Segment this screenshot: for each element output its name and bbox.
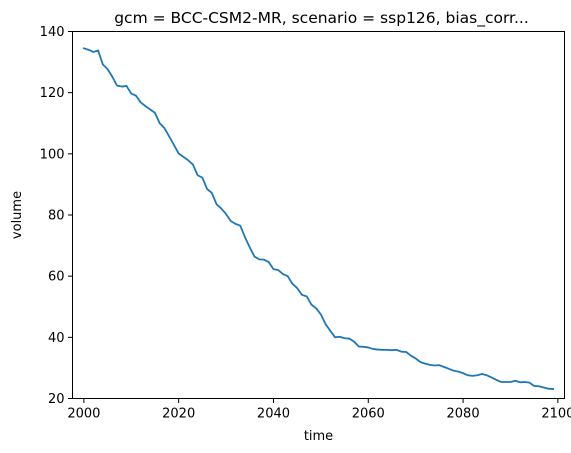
y-axis-label: volume (10, 191, 25, 239)
x-tick-label: 2000 (67, 407, 100, 422)
y-tick-label: 20 (48, 392, 65, 407)
y-tick-label: 100 (40, 147, 65, 162)
y-tick-label: 40 (48, 331, 65, 346)
chart-title: gcm = BCC-CSM2-MR, scenario = ssp126, bi… (114, 9, 529, 28)
y-tick-label: 120 (40, 86, 65, 101)
x-tick-label: 2060 (352, 407, 385, 422)
y-tick-label: 60 (48, 270, 65, 285)
y-tick-label: 80 (48, 209, 65, 224)
y-tick-label: 140 (40, 25, 65, 40)
x-axis: 2000 2020 2040 2060 2080 2100 (67, 398, 571, 422)
x-tick-label: 2040 (257, 407, 290, 422)
plot-area (82, 47, 555, 390)
x-tick-label: 2020 (162, 407, 195, 422)
x-tick-label: 2100 (541, 407, 571, 422)
series-line-0 (82, 47, 555, 390)
x-tick-label: 2080 (447, 407, 480, 422)
y-axis: 20 40 60 80 100 120 140 (40, 25, 73, 407)
x-axis-label: time (304, 429, 333, 444)
